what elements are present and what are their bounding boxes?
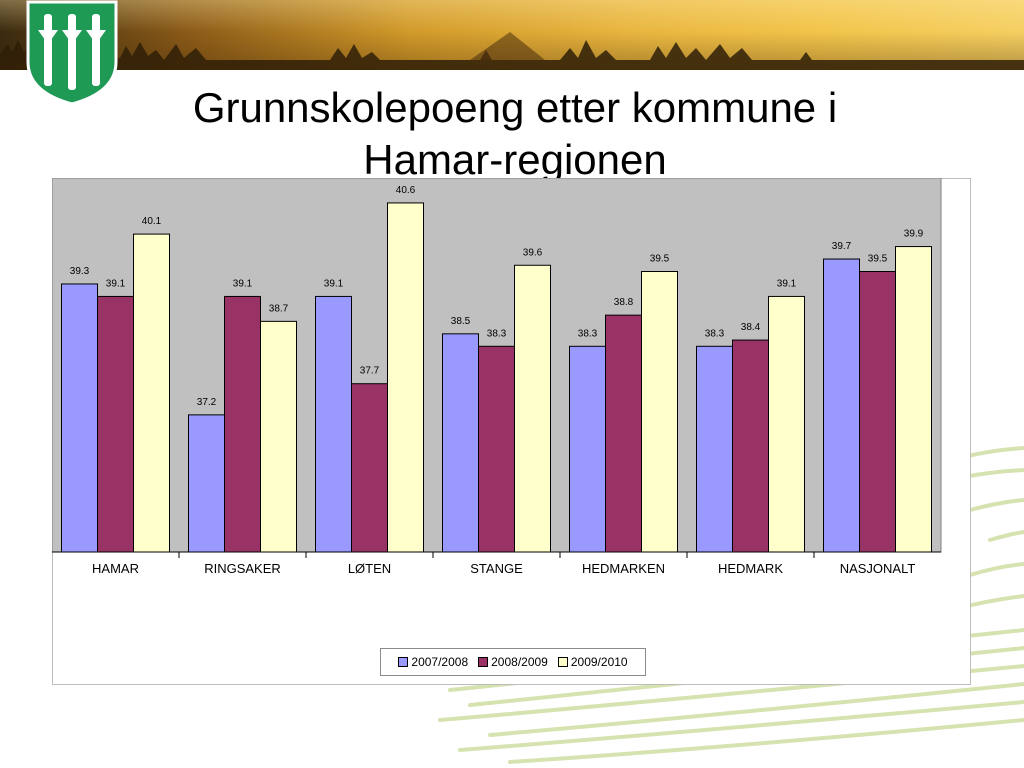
data-label: 40.1	[142, 216, 162, 227]
slide-title: Grunnskolepoeng etter kommune i Hamar-re…	[192, 84, 838, 183]
chart-legend: 2007/2008 2008/2009 2009/2010	[380, 648, 646, 676]
bar-hedmark-series-3	[768, 295, 805, 553]
data-label: 37.7	[360, 366, 380, 377]
data-label: 39.5	[868, 254, 888, 265]
x-tick-label: HAMAR	[92, 561, 139, 576]
bar-løten-series-2	[351, 383, 388, 553]
data-label: 38.3	[578, 328, 598, 339]
bar-løten-series-1	[315, 295, 352, 553]
bar-ringsaker-series-2	[224, 295, 261, 553]
data-label: 39.1	[324, 278, 344, 289]
data-label: 39.9	[904, 229, 924, 240]
data-label: 38.7	[269, 303, 289, 314]
legend-item-series-3: 2009/2010	[557, 655, 628, 669]
header-banner	[0, 0, 1024, 70]
bar-hedmarken-series-1	[569, 345, 606, 553]
data-label: 38.5	[451, 316, 471, 327]
data-label: 38.3	[705, 328, 725, 339]
bar-løten-series-3	[387, 202, 424, 553]
bar-hamar-series-2	[97, 295, 134, 553]
bar-hamar-series-1	[61, 283, 98, 553]
legend-label-series-1: 2007/2008	[411, 655, 469, 669]
data-label: 38.3	[487, 328, 507, 339]
data-label: 39.5	[650, 254, 670, 265]
bar-hedmarken-series-2	[605, 314, 642, 553]
data-label: 40.6	[396, 185, 416, 196]
legend-label-series-2: 2008/2009	[491, 655, 548, 669]
municipality-shield-logo	[26, 0, 118, 106]
data-label: 38.4	[741, 322, 761, 333]
x-tick-label: NASJONALT	[840, 561, 916, 576]
bar-stange-series-2	[478, 345, 515, 553]
data-label: 38.8	[614, 297, 634, 308]
data-label: 39.1	[777, 278, 797, 289]
legend-swatch-series-1	[398, 657, 409, 667]
bar-hamar-series-3	[133, 233, 170, 553]
data-label: 39.7	[832, 241, 852, 252]
bar-ringsaker-series-3	[260, 320, 297, 553]
x-tick-label: RINGSAKER	[204, 561, 281, 576]
data-label: 39.3	[70, 266, 90, 277]
legend-item-series-2: 2008/2009	[478, 655, 548, 669]
bar-stange-series-3	[514, 264, 551, 553]
bar-chart: 39.3 39.1 40.1 HAMAR 37.2 39.1 38.7 RINGSAKER 39…	[52, 178, 942, 576]
bar-nasjonalt-series-3	[895, 246, 932, 553]
bar-stange-series-1	[442, 333, 479, 553]
legend-swatch-series-3	[557, 657, 568, 667]
x-tick-label: LØTEN	[348, 561, 391, 576]
bar-nasjonalt-series-2	[859, 271, 896, 553]
legend-label-series-3: 2009/2010	[570, 655, 628, 669]
data-label: 39.6	[523, 247, 543, 258]
legend-item-series-1: 2007/2008	[398, 655, 468, 669]
x-tick-label: HEDMARKEN	[582, 561, 665, 576]
bar-ringsaker-series-1	[188, 414, 225, 553]
x-tick-label: STANGE	[470, 561, 523, 576]
legend-swatch-series-2	[478, 657, 489, 667]
banner-gradient-overlay	[0, 0, 1024, 70]
data-label: 39.1	[106, 278, 126, 289]
bar-hedmark-series-2	[732, 339, 769, 553]
x-tick-label: HEDMARK	[718, 561, 783, 576]
bar-hedmark-series-1	[696, 345, 733, 553]
data-label: 39.1	[233, 278, 253, 289]
forest-silhouette	[0, 32, 1024, 70]
data-label: 37.2	[197, 397, 217, 408]
bar-hedmarken-series-3	[641, 271, 678, 553]
bar-nasjonalt-series-1	[823, 258, 860, 553]
